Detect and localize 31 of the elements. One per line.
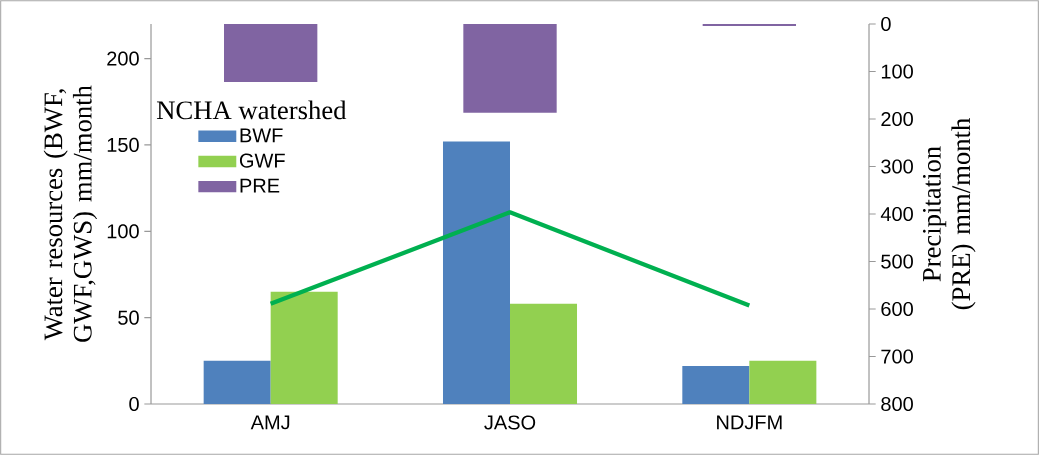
bar <box>203 360 271 404</box>
y-tick-label: 200 <box>107 51 139 66</box>
bar <box>749 360 817 404</box>
bar <box>463 24 557 113</box>
y2-tick-label: 700 <box>881 349 913 364</box>
y2-axis-title: Precipitation (PRE) mm/month <box>922 118 976 310</box>
x-tick-label: AMJ <box>250 415 290 430</box>
bar <box>442 141 510 404</box>
y-tick-label: 0 <box>129 396 139 412</box>
x-tick-label: NDJFM <box>717 415 782 430</box>
legend-label: GWF <box>239 153 285 168</box>
y-axis-title: Water resources (BWF, GWF,GWS) mm/month <box>43 85 98 342</box>
bar <box>682 366 750 404</box>
legend-title: NCHA watershed <box>156 100 347 120</box>
legend-label: PRE <box>240 178 280 193</box>
legend-label: BWF <box>240 128 283 143</box>
y2-tick-label: 500 <box>881 254 913 269</box>
bar <box>270 291 338 404</box>
bar <box>224 24 318 82</box>
y2-tick-label: 300 <box>881 159 913 174</box>
y2-tick-label: 400 <box>880 206 913 222</box>
y-tick-label: 100 <box>107 224 139 239</box>
y2-tick-label: 200 <box>881 111 913 127</box>
x-tick-label: JASO <box>484 415 536 430</box>
y-tick-label: 50 <box>118 310 139 325</box>
y-tick-label: 150 <box>107 137 139 152</box>
bar <box>510 303 578 404</box>
y2-tick-label: 600 <box>881 301 913 317</box>
y2-tick-label: 100 <box>881 64 913 79</box>
y2-tick-label: 800 <box>881 396 913 412</box>
y2-tick-label: 0 <box>881 16 891 32</box>
